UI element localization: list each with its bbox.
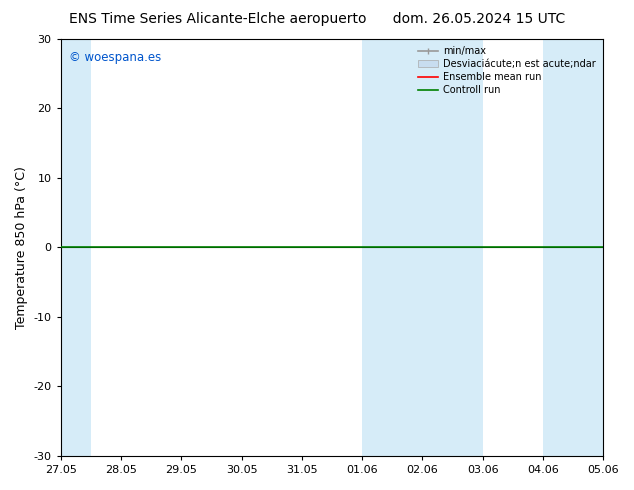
- Text: © woespana.es: © woespana.es: [69, 51, 161, 64]
- Text: ENS Time Series Alicante-Elche aeropuerto      dom. 26.05.2024 15 UTC: ENS Time Series Alicante-Elche aeropuert…: [69, 12, 565, 26]
- Bar: [543, 39, 603, 456]
- Legend: min/max, Desviaciácute;n est acute;ndar, Ensemble mean run, Controll run: min/max, Desviaciácute;n est acute;ndar,…: [415, 44, 598, 98]
- Bar: [61, 39, 91, 456]
- Bar: [362, 39, 482, 456]
- Y-axis label: Temperature 850 hPa (°C): Temperature 850 hPa (°C): [15, 166, 28, 329]
